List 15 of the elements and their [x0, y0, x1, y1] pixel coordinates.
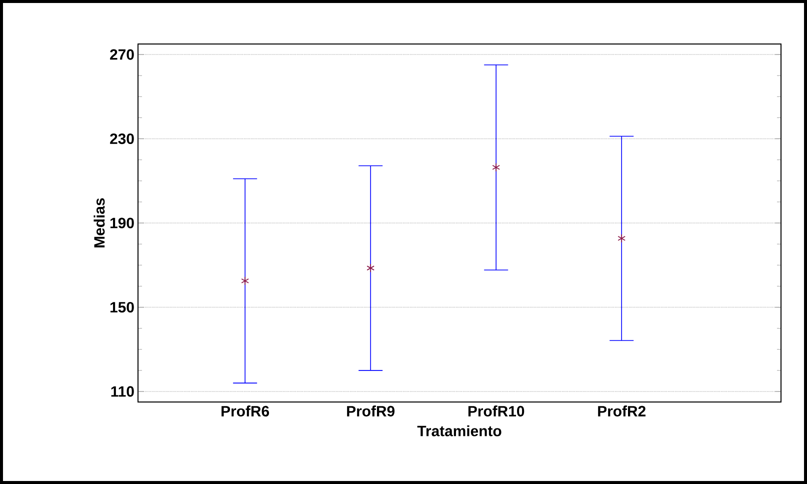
x-tick-label: ProfR2 [598, 406, 646, 416]
y-tick-label: 190 [110, 218, 134, 228]
y-axis-title: Medias [94, 198, 105, 248]
x-axis-title: Tratamiento [417, 425, 502, 436]
x-tick-label: ProfR9 [347, 406, 395, 416]
point [492, 162, 500, 172]
y-tick-label: 270 [110, 49, 134, 60]
point [618, 234, 626, 243]
x-tick-label: ProfR10 [468, 406, 524, 416]
x-tick-label: ProfR6 [222, 406, 270, 416]
y-tick-label: 230 [110, 133, 134, 144]
point [241, 276, 249, 286]
y-tick-label: 110 [111, 386, 134, 397]
point [366, 264, 374, 273]
y-tick-label: 150 [110, 302, 134, 313]
